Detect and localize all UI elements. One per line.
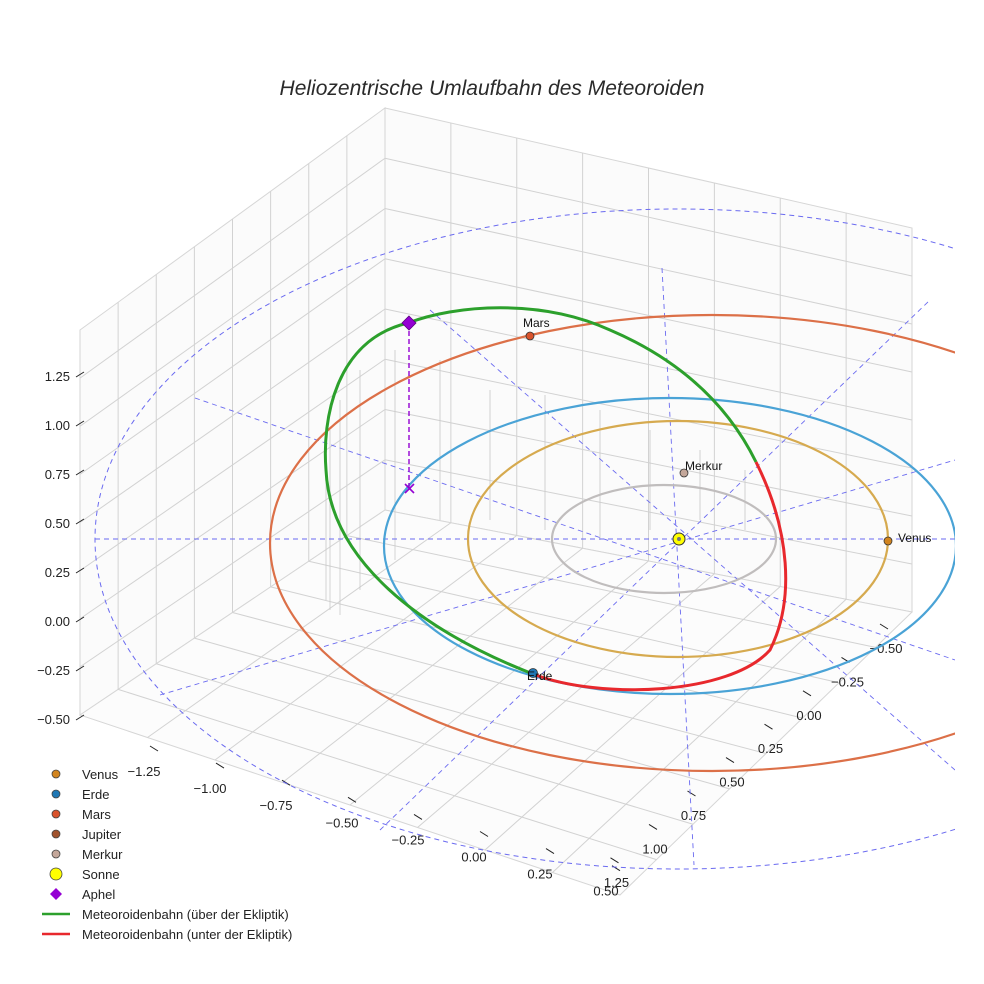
legend-label: Mars: [82, 807, 111, 822]
aphel-projection-marker: [404, 483, 415, 494]
legend-marker: [51, 789, 61, 799]
legend-marker: [51, 829, 61, 839]
legend-label: Venus: [82, 767, 119, 782]
y-axis-tick-label: 1.25: [604, 875, 629, 890]
y-axis-tick-mark: [648, 823, 658, 830]
z-axis-tick-mark: [75, 567, 85, 574]
z-axis-tick-label: −0.25: [37, 663, 70, 678]
axis-ticks: 1.25 1.00 0.75 0.50 0.25 0.00 −0.25 −0.50 −1.25 −…: [37, 369, 902, 899]
ecliptic-reference-lines: [95, 267, 955, 866]
z-axis-tick-mark: [75, 518, 85, 525]
legend-marker: [51, 809, 61, 819]
venus-marker: [883, 536, 893, 546]
z-axis-tick-mark: [75, 616, 85, 623]
z-axis-tick-mark: [75, 665, 85, 672]
z-axis-tick-mark: [75, 714, 85, 721]
y-axis-tick-label: 0.50: [719, 775, 744, 790]
z-axis-tick-label: 0.50: [45, 516, 70, 531]
legend-marker: [50, 888, 62, 900]
legend-marker: [49, 867, 63, 881]
mercury-label: Merkur: [685, 459, 722, 473]
earth-marker: [528, 668, 538, 678]
z-axis-tick-label: 0.00: [45, 614, 70, 629]
y-axis-tick-label: −0.50: [870, 641, 903, 656]
y-axis-tick-label: 0.25: [758, 741, 783, 756]
earth-label: Erde: [527, 669, 553, 683]
legend-label: Aphel: [82, 887, 115, 902]
legend: Venus Erde Mars Jupiter Merkur Sonne Aphel Mete…: [42, 767, 292, 942]
meteoroid-orbit-above: [323, 306, 758, 676]
legend-label: Jupiter: [82, 827, 122, 842]
y-axis-tick-label: 0.75: [681, 808, 706, 823]
x-axis-tick-label: −0.25: [392, 832, 425, 847]
z-axis-tick-label: 0.25: [45, 565, 70, 580]
sun-marker: [672, 532, 686, 546]
y-axis-tick-mark: [802, 690, 812, 697]
mercury-orbit: [550, 483, 778, 595]
x-axis-tick-mark: [215, 762, 225, 769]
x-axis-tick-label: 0.00: [461, 850, 486, 865]
y-axis-tick-mark: [610, 857, 619, 864]
chart-title: Heliozentrische Umlaufbahn des Meteoroid…: [280, 77, 705, 100]
earth-orbit: [382, 396, 955, 696]
x-axis-tick-label: −1.00: [194, 781, 227, 796]
x-axis-tick-label: −1.25: [128, 764, 161, 779]
x-axis-tick-mark: [281, 779, 291, 786]
z-axis-tick-label: −0.50: [37, 712, 70, 727]
y-axis-tick-mark: [764, 723, 773, 730]
mercury-marker: [679, 468, 689, 478]
z-axis-tick-label: 0.75: [45, 467, 70, 482]
z-axis-tick-mark: [75, 420, 85, 427]
z-axis-tick-mark: [75, 469, 85, 476]
mars-orbit: [269, 313, 955, 773]
x-axis-tick-label: −0.75: [260, 798, 293, 813]
x-axis-tick-mark: [479, 831, 489, 837]
meteoroid-orbit-below: [532, 461, 788, 692]
x-axis-tick-label: −0.50: [326, 815, 359, 830]
x-axis-tick-mark: [149, 745, 159, 752]
aphel-marker: [401, 315, 417, 331]
x-axis-tick-label: 0.25: [527, 867, 552, 882]
mars-marker: [525, 331, 535, 341]
y-axis-tick-mark: [725, 757, 735, 764]
y-axis-tick-label: 0.00: [796, 708, 821, 723]
z-axis-tick-label: 1.25: [45, 369, 70, 384]
legend-label: Meteoroidenbahn (unter der Ekliptik): [82, 927, 292, 942]
y-axis-tick-mark: [687, 790, 696, 797]
legend-label: Sonne: [82, 867, 120, 882]
legend-marker: [51, 849, 61, 859]
legend-marker: [51, 769, 61, 779]
y-axis-tick-mark: [879, 623, 889, 630]
x-axis-tick-mark: [413, 813, 423, 820]
y-axis-tick-label: 1.00: [642, 841, 667, 856]
x-axis-tick-mark: [347, 796, 357, 803]
z-axis-tick-mark: [75, 371, 85, 378]
legend-label: Merkur: [82, 847, 123, 862]
x-axis-tick-mark: [545, 848, 555, 855]
mars-label: Mars: [523, 316, 550, 330]
y-axis-tick-label: −0.25: [831, 674, 864, 689]
legend-label: Meteoroidenbahn (über der Ekliptik): [82, 907, 289, 922]
legend-label: Erde: [82, 787, 109, 802]
z-axis-tick-label: 1.00: [45, 418, 70, 433]
x-axis-tick-label: 0.50: [593, 884, 618, 899]
venus-label: Venus: [898, 531, 931, 545]
